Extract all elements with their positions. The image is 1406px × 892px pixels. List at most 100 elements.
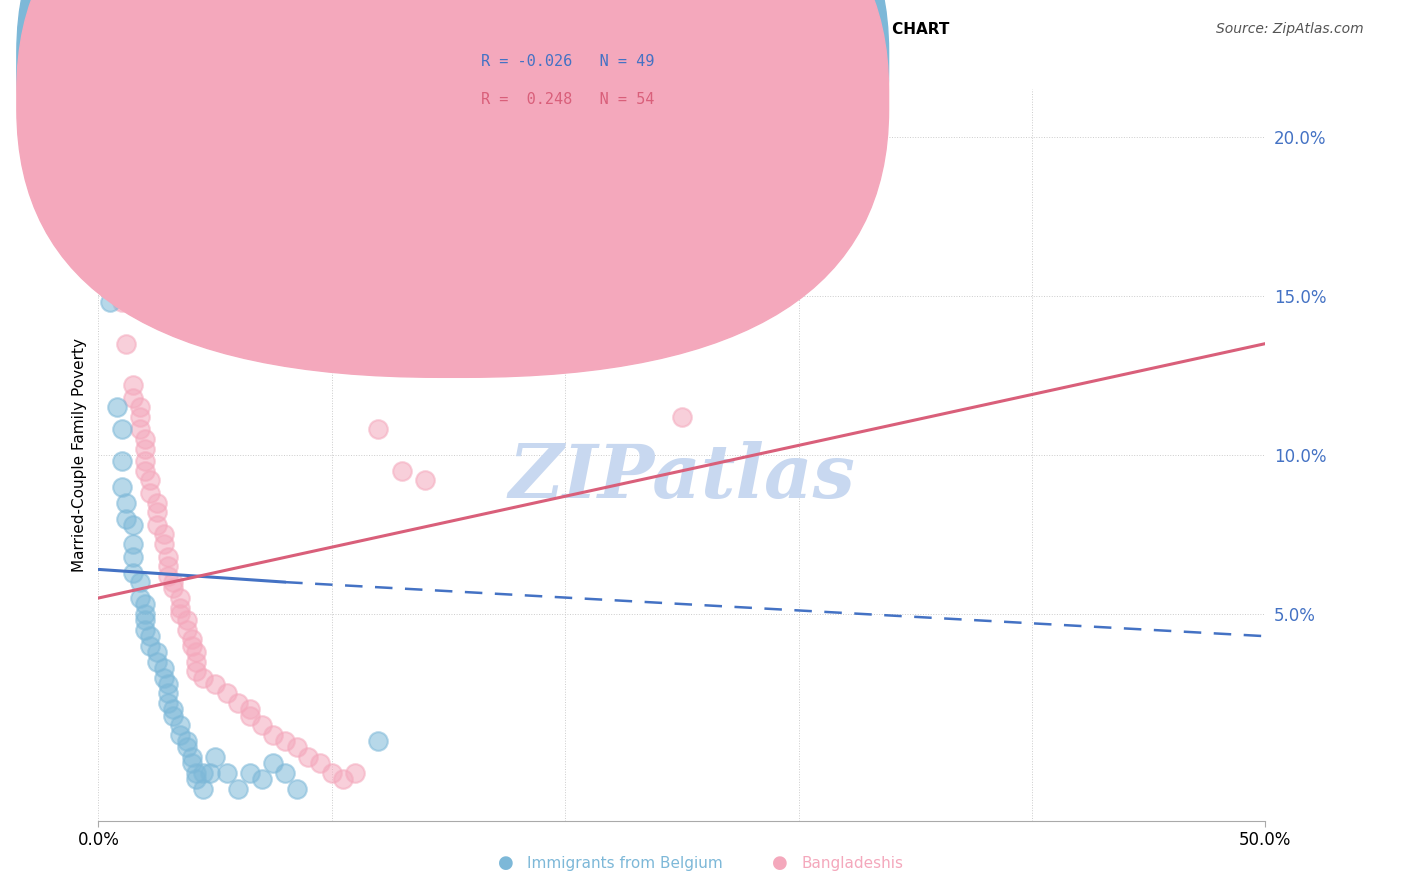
Point — [250, 772, 273, 787]
Point — [134, 464, 156, 478]
Text: Bangladeshis: Bangladeshis — [801, 856, 904, 871]
Point — [215, 766, 238, 780]
Point — [98, 200, 121, 214]
Point — [152, 537, 174, 551]
Point — [215, 686, 238, 700]
Point — [152, 527, 174, 541]
Point — [321, 766, 343, 780]
Point — [262, 756, 284, 771]
Point — [152, 671, 174, 685]
Point — [157, 549, 180, 564]
Point — [169, 600, 191, 615]
Point — [146, 495, 169, 509]
Point — [180, 756, 202, 771]
Point — [134, 613, 156, 627]
Point — [176, 740, 198, 755]
Point — [204, 677, 226, 691]
Point — [391, 464, 413, 478]
Point — [367, 734, 389, 748]
Point — [200, 766, 222, 780]
Point — [193, 781, 215, 796]
Text: Immigrants from Belgium: Immigrants from Belgium — [527, 856, 723, 871]
Text: ZIPatlas: ZIPatlas — [509, 441, 855, 513]
Point — [274, 734, 297, 748]
Point — [186, 766, 208, 780]
Point — [332, 772, 354, 787]
Point — [122, 378, 145, 392]
Point — [139, 474, 162, 488]
Point — [134, 432, 156, 446]
Point — [176, 734, 198, 748]
Point — [139, 629, 162, 643]
Point — [162, 702, 184, 716]
Point — [157, 696, 180, 710]
Point — [169, 607, 191, 621]
Point — [129, 422, 152, 436]
Point — [228, 781, 250, 796]
Text: R =  0.248   N = 54: R = 0.248 N = 54 — [481, 93, 654, 107]
Point — [186, 664, 208, 678]
Point — [162, 708, 184, 723]
Point — [157, 686, 180, 700]
Point — [193, 766, 215, 780]
Point — [344, 766, 367, 780]
Point — [186, 655, 208, 669]
Point — [146, 517, 169, 532]
Point — [129, 575, 152, 590]
Point — [285, 781, 308, 796]
Point — [134, 598, 156, 612]
Point — [204, 750, 226, 764]
Point — [169, 728, 191, 742]
Y-axis label: Married-Couple Family Poverty: Married-Couple Family Poverty — [72, 338, 87, 572]
Text: IMMIGRANTS FROM BELGIUM VS BANGLADESHI MARRIED-COUPLE FAMILY POVERTY CORRELATION: IMMIGRANTS FROM BELGIUM VS BANGLADESHI M… — [49, 22, 949, 37]
Point — [176, 613, 198, 627]
Point — [162, 575, 184, 590]
Point — [98, 295, 121, 310]
Point — [180, 632, 202, 647]
Point — [193, 671, 215, 685]
Point — [274, 766, 297, 780]
Point — [671, 409, 693, 424]
Point — [139, 639, 162, 653]
Point — [129, 409, 152, 424]
Point — [122, 566, 145, 580]
Point — [157, 568, 180, 582]
Point — [146, 505, 169, 519]
Point — [186, 645, 208, 659]
Point — [285, 740, 308, 755]
Point — [180, 750, 202, 764]
Text: Source: ZipAtlas.com: Source: ZipAtlas.com — [1216, 22, 1364, 37]
Point — [111, 295, 134, 310]
Point — [105, 241, 128, 255]
Point — [111, 480, 134, 494]
Point — [122, 549, 145, 564]
Point — [122, 517, 145, 532]
Point — [115, 495, 138, 509]
Text: ●: ● — [498, 855, 515, 872]
Point — [169, 591, 191, 605]
Text: ●: ● — [772, 855, 789, 872]
Point — [250, 718, 273, 732]
Text: R = -0.026   N = 49: R = -0.026 N = 49 — [481, 54, 654, 69]
Point — [134, 607, 156, 621]
Point — [157, 677, 180, 691]
Point — [111, 454, 134, 468]
Point — [186, 772, 208, 787]
Point — [122, 391, 145, 405]
Point — [134, 623, 156, 637]
Point — [111, 422, 134, 436]
Point — [146, 655, 169, 669]
Point — [162, 582, 184, 596]
Point — [239, 766, 262, 780]
Point — [129, 591, 152, 605]
Point — [176, 623, 198, 637]
Point — [228, 696, 250, 710]
Point — [129, 401, 152, 415]
Point — [134, 442, 156, 456]
Point — [134, 454, 156, 468]
Point — [297, 750, 319, 764]
Point — [115, 336, 138, 351]
Point — [98, 273, 121, 287]
Point — [367, 422, 389, 436]
Point — [180, 639, 202, 653]
